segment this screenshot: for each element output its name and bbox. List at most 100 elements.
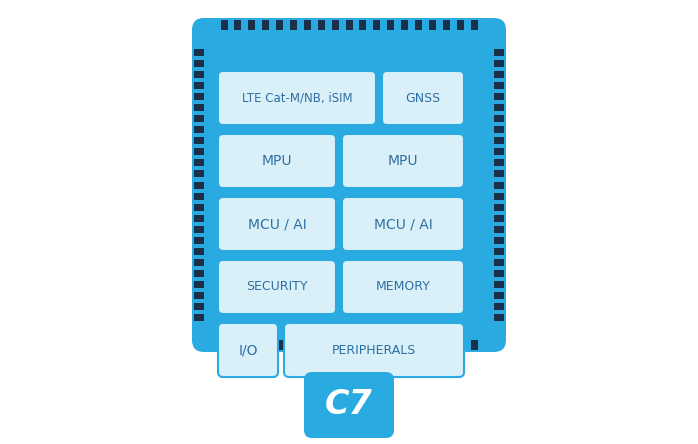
Bar — [415, 20, 422, 30]
Bar — [359, 340, 366, 350]
Bar — [494, 259, 504, 266]
Bar — [429, 340, 436, 350]
Bar — [194, 292, 204, 299]
Bar — [494, 137, 504, 144]
Text: I/O: I/O — [238, 343, 258, 357]
Bar — [387, 340, 394, 350]
Bar — [194, 259, 204, 266]
Text: C7: C7 — [325, 388, 373, 421]
FancyBboxPatch shape — [284, 323, 464, 377]
Text: MPU: MPU — [262, 154, 292, 168]
Text: MPU: MPU — [388, 154, 418, 168]
Bar — [194, 71, 204, 78]
Bar — [304, 20, 311, 30]
FancyBboxPatch shape — [304, 372, 394, 438]
Bar — [194, 159, 204, 166]
Bar — [194, 226, 204, 233]
Bar — [194, 115, 204, 122]
Bar — [248, 20, 255, 30]
Bar — [494, 93, 504, 100]
Bar — [494, 126, 504, 133]
Bar — [359, 20, 366, 30]
FancyBboxPatch shape — [218, 71, 376, 125]
Bar — [494, 82, 504, 89]
Bar — [494, 314, 504, 321]
Bar — [276, 20, 283, 30]
Bar — [494, 193, 504, 200]
Bar — [494, 204, 504, 210]
Bar — [346, 340, 352, 350]
Bar — [194, 137, 204, 144]
Bar — [429, 20, 436, 30]
FancyBboxPatch shape — [342, 197, 464, 251]
Text: SECURITY: SECURITY — [246, 281, 308, 293]
Bar — [401, 20, 408, 30]
Bar — [194, 204, 204, 210]
Bar — [194, 193, 204, 200]
Bar — [494, 292, 504, 299]
Bar — [194, 248, 204, 255]
Bar — [494, 59, 504, 67]
Bar — [221, 20, 228, 30]
Bar — [304, 340, 311, 350]
Bar — [494, 104, 504, 111]
Bar — [194, 93, 204, 100]
Bar — [332, 340, 339, 350]
Bar — [494, 303, 504, 310]
Bar — [494, 237, 504, 244]
Bar — [194, 82, 204, 89]
FancyBboxPatch shape — [218, 260, 336, 314]
Bar — [494, 182, 504, 189]
Bar — [332, 20, 339, 30]
Bar — [443, 340, 450, 350]
Bar — [494, 270, 504, 277]
Bar — [235, 340, 242, 350]
FancyBboxPatch shape — [218, 44, 480, 326]
Bar — [494, 226, 504, 233]
FancyBboxPatch shape — [382, 71, 464, 125]
Text: MCU / AI: MCU / AI — [373, 217, 432, 231]
Bar — [194, 314, 204, 321]
Bar — [248, 340, 255, 350]
Bar — [494, 115, 504, 122]
Bar — [443, 20, 450, 30]
FancyBboxPatch shape — [192, 18, 506, 352]
Bar — [290, 20, 297, 30]
Bar — [194, 104, 204, 111]
Bar — [456, 20, 463, 30]
FancyBboxPatch shape — [218, 197, 336, 251]
Bar — [346, 20, 352, 30]
Bar — [401, 340, 408, 350]
FancyBboxPatch shape — [218, 134, 336, 188]
Bar — [470, 340, 477, 350]
Bar — [494, 71, 504, 78]
Bar — [262, 340, 269, 350]
Text: LTE Cat-M/NB, iSIM: LTE Cat-M/NB, iSIM — [242, 91, 352, 104]
Bar — [194, 148, 204, 155]
Bar — [276, 340, 283, 350]
Bar — [194, 182, 204, 189]
Bar — [456, 340, 463, 350]
FancyBboxPatch shape — [342, 134, 464, 188]
Text: MCU / AI: MCU / AI — [248, 217, 306, 231]
Bar — [387, 20, 394, 30]
Bar — [318, 20, 325, 30]
Bar — [194, 215, 204, 222]
Bar — [494, 248, 504, 255]
Bar — [235, 20, 242, 30]
Bar — [290, 340, 297, 350]
Bar — [494, 170, 504, 178]
Bar — [373, 340, 380, 350]
FancyBboxPatch shape — [218, 323, 278, 377]
Bar — [415, 340, 422, 350]
Bar — [194, 126, 204, 133]
Bar — [194, 281, 204, 288]
Bar — [494, 281, 504, 288]
Bar — [494, 159, 504, 166]
Text: GNSS: GNSS — [406, 91, 440, 104]
Bar — [194, 270, 204, 277]
Bar — [494, 48, 504, 56]
Text: MEMORY: MEMORY — [376, 281, 431, 293]
FancyBboxPatch shape — [342, 260, 464, 314]
Bar — [194, 237, 204, 244]
